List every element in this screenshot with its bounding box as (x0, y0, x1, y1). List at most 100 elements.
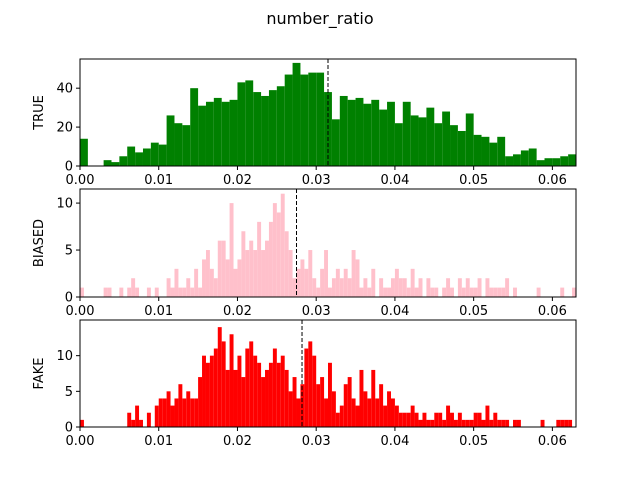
histogram-bar (253, 250, 258, 297)
histogram-bar (516, 419, 521, 427)
histogram-bar (347, 99, 356, 166)
x-tick-label: 0.06 (538, 173, 567, 188)
histogram-bar (276, 362, 281, 427)
histogram-bar (544, 158, 553, 166)
histogram-bar (442, 419, 447, 427)
y-tick-label: 40 (56, 82, 73, 97)
histogram-bar (308, 250, 313, 297)
histogram-bar (371, 369, 376, 427)
histogram-bar (450, 287, 454, 297)
histogram-bar (257, 362, 262, 427)
histogram-bar (292, 278, 297, 297)
histogram-bar (481, 136, 490, 166)
histogram-bar (316, 287, 321, 297)
x-tick-label: 0.00 (66, 173, 95, 188)
histogram-bar (296, 268, 301, 297)
y-tick-label: 10 (56, 197, 73, 212)
histogram-bar (146, 412, 151, 427)
histogram-bar (331, 119, 340, 166)
subplot-biased: 0.00 0.01 0.02 0.03 0.04 0.05 0.06 0 5 10 BIASED (32, 188, 577, 319)
histogram-bar (505, 156, 514, 166)
histogram-bar (501, 287, 506, 297)
histogram-bar (331, 278, 336, 297)
histogram-bar (284, 231, 289, 297)
histogram-bar (312, 278, 317, 297)
histogram-bar (383, 405, 388, 427)
histogram-bar (308, 341, 313, 427)
histogram-bar (375, 398, 380, 427)
x-tick-label: 0.05 (459, 304, 488, 319)
histogram-bar (513, 419, 517, 427)
x-tick-label: 0.00 (66, 304, 95, 319)
histogram-bar (513, 154, 521, 166)
histogram-bar (324, 92, 332, 166)
histogram-bar (190, 88, 199, 166)
histogram-bar (477, 412, 482, 427)
histogram-bar (371, 268, 376, 297)
histogram-bar (528, 148, 537, 166)
axes-frame (79, 58, 577, 167)
histogram-bar (265, 240, 269, 297)
histogram-bar (249, 240, 254, 297)
histogram-bar (80, 419, 84, 427)
histogram-bar (457, 278, 462, 297)
y-tick-label: 0 (65, 421, 73, 436)
x-tick-label: 0.01 (144, 173, 173, 188)
histogram-bar (461, 287, 466, 297)
histogram-bar (493, 287, 498, 297)
histogram-bar (241, 377, 246, 427)
histogram-bar (560, 287, 565, 297)
histogram-bar (198, 377, 203, 427)
histogram-bar (328, 362, 332, 427)
histogram-bar (288, 391, 293, 427)
histogram-bar (292, 62, 301, 166)
histogram-bar (265, 369, 269, 427)
histogram-bar (438, 412, 443, 427)
histogram-bar (493, 412, 498, 427)
histogram-bar (237, 355, 242, 427)
histogram-bar (469, 419, 474, 427)
y-axis-label: FAKE (32, 358, 47, 390)
histogram-bar (390, 398, 395, 427)
histogram-bar (158, 144, 167, 166)
histogram-bar (312, 355, 317, 427)
y-tick-label: 20 (56, 121, 73, 136)
histogram-bar (450, 412, 454, 427)
x-tick-label: 0.04 (380, 304, 409, 319)
subplot-true: 0.00 0.01 0.02 0.03 0.04 0.05 0.06 0 20 40 TRUE (32, 58, 577, 188)
histogram-bar (363, 278, 368, 297)
histogram-bar (142, 148, 151, 166)
histogram-bar (166, 391, 171, 427)
histogram-bar (316, 72, 325, 166)
histogram-bar (442, 111, 451, 166)
histogram-bar (241, 231, 246, 297)
histogram-bar (331, 391, 336, 427)
histogram-bar (572, 287, 576, 297)
histogram-bar (217, 240, 222, 297)
histogram-bar (139, 419, 143, 427)
histogram-bar (520, 150, 529, 166)
histogram-bar (221, 341, 226, 427)
histogram-bar (540, 419, 545, 427)
histogram-bar (221, 101, 230, 166)
histogram-bar (461, 419, 466, 427)
histogram-bars (80, 62, 576, 166)
histogram-bar (430, 419, 435, 427)
histogram-bar (166, 115, 175, 166)
histogram-bar (80, 138, 88, 166)
histogram-bar (402, 101, 411, 166)
histogram-bar (205, 250, 210, 297)
axes-frame (79, 188, 577, 298)
histogram-bar (422, 412, 427, 427)
histogram-bar (450, 125, 458, 166)
histogram-bar (245, 348, 250, 427)
histogram-bar (178, 384, 183, 427)
x-tick-label: 0.04 (380, 434, 409, 449)
histogram-bar (418, 117, 427, 166)
histogram-bar (402, 278, 407, 297)
axes-frame (79, 319, 577, 428)
x-tick-label: 0.05 (459, 434, 488, 449)
histogram-bar (186, 391, 191, 427)
histogram-bar (213, 348, 218, 427)
histogram-bar (339, 405, 344, 427)
